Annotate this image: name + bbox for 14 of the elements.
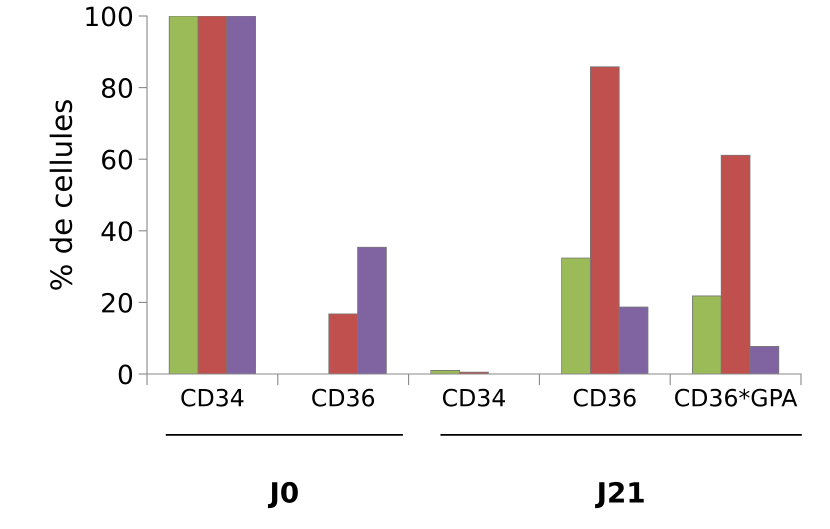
y-axis-title: % de cellules: [50, 100, 72, 290]
y-tick-label: 0: [118, 364, 132, 384]
text: J21: [595, 482, 644, 508]
text: J0: [268, 482, 298, 508]
x-tick-label: CD36*GPA: [675, 388, 798, 407]
y-tick-label: 60: [102, 150, 132, 170]
x-tick-label: CD34: [181, 388, 244, 407]
y-tick-label: 20: [102, 292, 132, 313]
y-tick-label: 100: [86, 6, 132, 26]
x-tick-label: CD36: [574, 388, 636, 407]
y-tick-label: 80: [102, 78, 132, 98]
y-tick-label: 40: [102, 221, 132, 242]
x-tick-label: CD34: [442, 388, 506, 407]
x-tick-label: CD36: [312, 388, 374, 407]
